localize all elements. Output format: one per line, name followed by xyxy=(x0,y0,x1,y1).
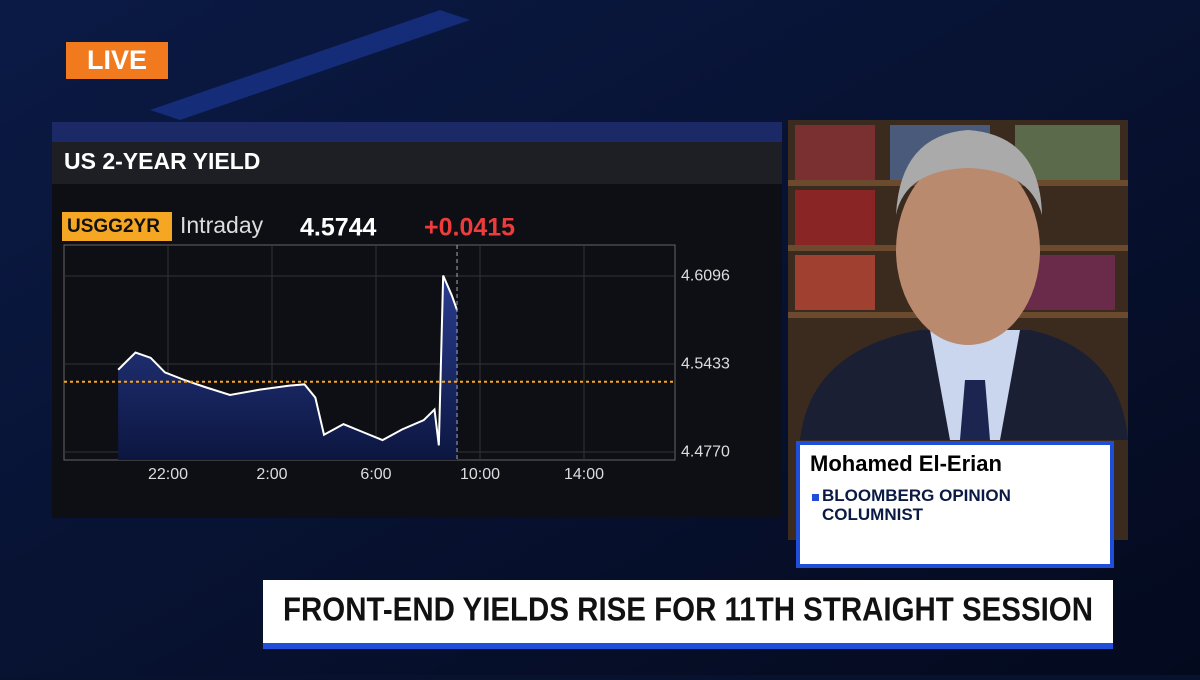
last-value: 4.5744 xyxy=(300,214,377,242)
ticker: USGG2YR xyxy=(67,216,160,237)
guest-role: BLOOMBERG OPINION COLUMNIST xyxy=(822,486,1011,524)
x-tick-label: 2:00 xyxy=(256,466,287,483)
area xyxy=(118,275,458,460)
y-tick-label: 4.4770 xyxy=(681,443,730,460)
headline-box xyxy=(263,580,1113,646)
line xyxy=(117,275,458,446)
title-bar xyxy=(52,142,782,184)
chart-title: US 2-YEAR YIELD xyxy=(64,148,260,174)
decor xyxy=(150,10,470,120)
guest-name: Mohamed El-Erian xyxy=(810,451,1002,476)
live-label: LIVE xyxy=(87,45,147,75)
y-tick-label: 4.5433 xyxy=(681,355,730,372)
chart-header-bar xyxy=(52,122,782,142)
y-tick-label: 4.6096 xyxy=(681,267,730,284)
headline: FRONT-END YIELDS RISE FOR 11TH STRAIGHT … xyxy=(283,591,1093,628)
x-tick-label: 6:00 xyxy=(360,466,391,483)
headline-underline xyxy=(263,643,1113,649)
live-badge xyxy=(66,42,168,79)
x-tick-label: 14:00 xyxy=(564,466,604,483)
x-tick-label: 10:00 xyxy=(460,466,500,483)
plot: 4.6096 4.5433 4.4770 22:00 2:00 6:00 10:00 14:0… xyxy=(64,245,730,483)
change-value: +0.0415 xyxy=(424,214,515,242)
ticker-badge xyxy=(62,212,172,241)
bullet xyxy=(812,494,819,501)
role-box: BLOOMBERG OPINION COLUMNIST xyxy=(822,486,1011,524)
name-card xyxy=(796,441,1114,568)
mode: Intraday xyxy=(180,212,264,238)
person xyxy=(800,130,1128,440)
x-tick-label: 22:00 xyxy=(148,466,188,483)
